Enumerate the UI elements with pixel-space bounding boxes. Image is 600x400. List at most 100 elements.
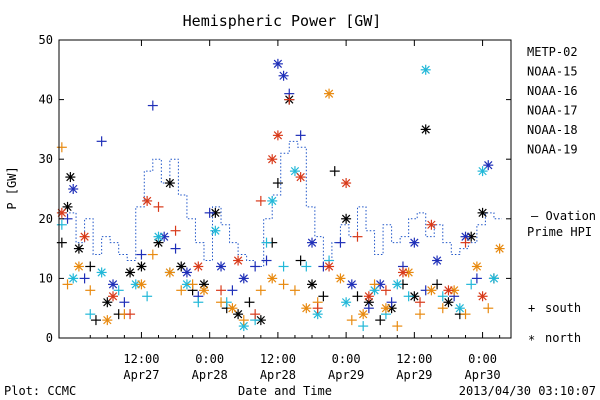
point-noaa-19-3	[125, 309, 136, 320]
point-noaa-16-26	[392, 279, 403, 290]
point-noaa-15-9	[170, 243, 181, 254]
chart-title: Hemispheric Power [GW]	[183, 12, 382, 30]
point-noaa-19-7	[193, 261, 204, 272]
point-noaa-19-18	[341, 178, 352, 189]
point-noaa-15-6	[136, 249, 147, 260]
point-noaa-15-24	[335, 237, 346, 248]
axis-ticks: 0 10 20 30 40 50 12:00 Apr27 0:00 Apr28 12:00 Apr28…	[39, 33, 511, 382]
point-noaa-18-17	[278, 279, 289, 290]
footer-timestamp: 2013/04/30 03:10:07	[459, 384, 596, 398]
point-noaa-15-10	[181, 267, 192, 278]
legend-noaa-19: NOAA-19	[527, 143, 578, 157]
point-noaa-18-12	[216, 297, 227, 308]
point-metp-02-36	[443, 297, 454, 308]
point-noaa-15-28	[386, 297, 397, 308]
point-noaa-18-30	[426, 285, 437, 296]
x-tick-label-date-3: Apr29	[328, 368, 364, 382]
point-noaa-19-8	[216, 285, 227, 296]
point-noaa-18-14	[238, 315, 249, 326]
point-noaa-19-25	[443, 285, 454, 296]
point-noaa-19-12	[267, 154, 278, 165]
x-tick-label-time-1: 0:00	[195, 352, 224, 366]
point-metp-02-19	[255, 315, 266, 326]
point-noaa-18-6	[136, 279, 147, 290]
point-metp-02-26	[329, 166, 340, 177]
ovation-legend-line1: — Ovation	[531, 209, 596, 223]
x-axis-label: Date and Time	[238, 384, 332, 398]
point-metp-02-5	[90, 315, 101, 326]
x-tick-label-time-5: 0:00	[468, 352, 497, 366]
point-metp-02-3	[73, 243, 84, 254]
y-tick-label-1: 10	[39, 271, 53, 285]
x-tick-label-time-0: 12:00	[123, 352, 159, 366]
point-noaa-18-7	[147, 249, 158, 260]
point-noaa-15-18	[272, 58, 283, 69]
point-noaa-18-29	[415, 309, 426, 320]
legend-noaa-15: NOAA-15	[527, 65, 578, 79]
point-noaa-15-17	[261, 255, 272, 266]
point-metp-02-28	[352, 291, 363, 302]
point-noaa-15-7	[147, 100, 158, 111]
x-tick-label-date-2: Apr28	[260, 368, 296, 382]
point-noaa-16-6	[142, 291, 153, 302]
point-noaa-18-19	[301, 303, 312, 314]
ovation-legend-line2: Prime HPI	[527, 225, 592, 239]
y-tick-label-4: 40	[39, 93, 53, 107]
point-noaa-18-21	[324, 88, 335, 99]
point-noaa-16-11	[210, 225, 221, 236]
point-noaa-19-24	[426, 219, 437, 230]
point-noaa-18-18	[289, 285, 300, 296]
x-tick-label-date-1: Apr28	[192, 368, 228, 382]
point-noaa-19-5	[153, 201, 164, 212]
point-noaa-19-6	[170, 225, 181, 236]
point-noaa-19-11	[255, 195, 266, 206]
point-noaa-19-13	[272, 130, 283, 141]
point-noaa-15-1	[68, 184, 79, 194]
point-noaa-18-13	[227, 303, 238, 314]
y-tick-label-0: 0	[46, 331, 53, 345]
point-noaa-19-2	[108, 291, 119, 302]
point-noaa-15-32	[432, 255, 443, 266]
legend-south-symbol: +	[528, 301, 535, 315]
point-noaa-18-9	[176, 285, 187, 296]
point-noaa-16-15	[261, 237, 272, 248]
point-noaa-18-35	[483, 303, 494, 314]
point-noaa-16-4	[113, 285, 124, 296]
x-tick-label-date-4: Apr29	[396, 368, 432, 382]
legend-north-symbol: *	[528, 333, 535, 347]
point-noaa-16-22	[341, 297, 352, 308]
point-noaa-15-26	[363, 303, 374, 314]
point-noaa-15-14	[227, 285, 238, 296]
y-tick-label-3: 30	[39, 152, 53, 166]
point-noaa-15-12	[204, 207, 215, 218]
point-noaa-19-20	[363, 291, 374, 302]
point-noaa-18-16	[267, 273, 278, 284]
point-noaa-16-9	[181, 279, 192, 290]
point-noaa-19-26	[460, 237, 471, 248]
point-noaa-16-23	[358, 321, 369, 332]
point-noaa-16-17	[278, 261, 289, 272]
point-noaa-18-2	[73, 261, 84, 272]
point-noaa-16-2	[85, 309, 96, 320]
legend-noaa-18: NOAA-18	[527, 123, 578, 137]
point-noaa-16-28	[420, 64, 431, 75]
point-metp-02-34	[420, 124, 431, 135]
point-noaa-15-4	[108, 279, 119, 290]
point-noaa-16-30	[454, 303, 465, 314]
point-metp-02-27	[341, 213, 352, 224]
point-noaa-15-0	[62, 213, 73, 224]
point-noaa-19-10	[250, 309, 261, 320]
point-noaa-18-36	[494, 243, 505, 254]
point-metp-02-24	[307, 279, 318, 290]
x-tick-label-time-2: 12:00	[260, 352, 296, 366]
point-noaa-18-0	[56, 142, 67, 153]
point-noaa-15-3	[96, 136, 107, 147]
point-noaa-19-21	[380, 285, 391, 296]
point-noaa-18-24	[358, 309, 369, 320]
point-noaa-16-0	[56, 219, 67, 230]
point-noaa-16-31	[466, 279, 477, 290]
y-tick-label-5: 50	[39, 33, 53, 47]
point-noaa-18-15	[255, 285, 266, 296]
point-metp-02-35	[432, 279, 443, 290]
point-metp-02-0	[56, 237, 67, 248]
